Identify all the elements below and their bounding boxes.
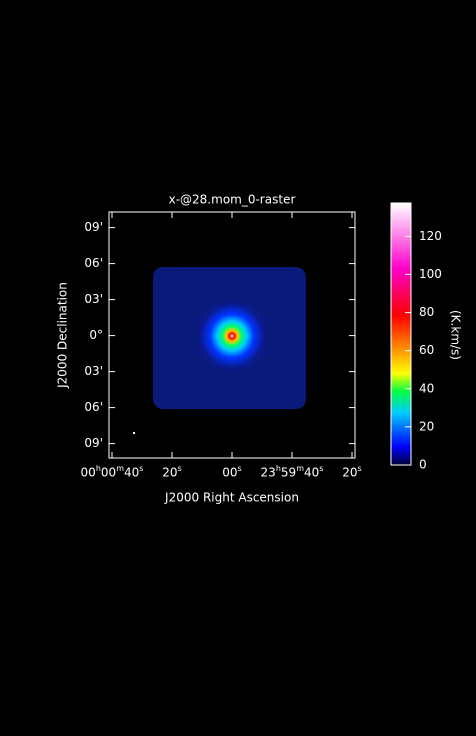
y-tick-label: 03' xyxy=(84,364,103,378)
colorbar-tick-label: 80 xyxy=(419,305,434,319)
y-tick-label: 06' xyxy=(84,256,103,270)
x-tick-label: 23h59m40s xyxy=(261,464,324,480)
colorbar-label: (K.km/s) xyxy=(449,310,463,360)
colorbar xyxy=(390,202,412,466)
colorbar-tick-label: 100 xyxy=(419,267,442,281)
colorbar-tick-label: 20 xyxy=(419,419,434,433)
y-axis-label: J2000 Declination xyxy=(56,282,70,389)
y-tick-label: 0° xyxy=(89,328,103,342)
x-tick-label: 20s xyxy=(342,464,361,480)
x-tick-label: 20s xyxy=(162,464,181,480)
y-tick-label: 03' xyxy=(84,292,103,306)
y-tick-label: 06' xyxy=(84,400,103,414)
x-tick-label: 00s xyxy=(222,464,241,480)
y-tick-label: 09' xyxy=(84,220,103,234)
y-tick-label: 09' xyxy=(84,436,103,450)
colorbar-tick-label: 40 xyxy=(419,381,434,395)
colorbar-tick-label: 120 xyxy=(419,229,442,243)
colorbar-tick-label: 60 xyxy=(419,343,434,357)
x-axis-label: J2000 Right Ascension xyxy=(164,491,299,505)
colorbar-tick-label: 0 xyxy=(419,458,427,472)
chart-title: x-@28.mom_0-raster xyxy=(169,193,296,207)
x-tick-label: 00h00m40s xyxy=(81,464,144,480)
emission-peak xyxy=(192,296,272,376)
beam xyxy=(133,432,135,434)
